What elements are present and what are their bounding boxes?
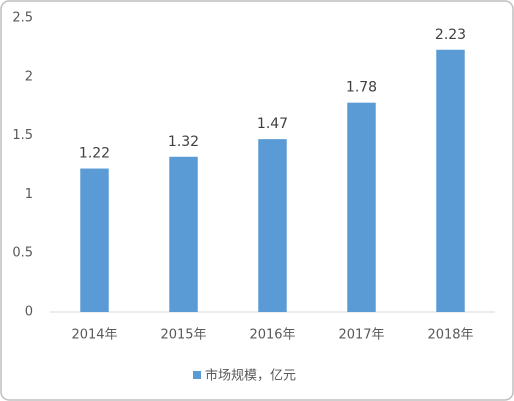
bar: [80, 168, 109, 312]
x-tick-label: 2017年: [338, 328, 384, 343]
y-tick-label: 2.5: [12, 11, 33, 26]
x-tick-label: 2016年: [249, 328, 295, 343]
data-label: 1.47: [257, 116, 288, 132]
bar: [436, 49, 465, 312]
y-tick-label: 0: [25, 305, 33, 320]
x-tick-label: 2015年: [160, 328, 206, 343]
y-tick-label: 1.5: [12, 128, 33, 143]
y-tick-label: 0.5: [12, 246, 33, 261]
x-tick-label: 2014年: [71, 328, 117, 343]
legend-swatch: [193, 371, 201, 379]
bar: [258, 139, 287, 312]
x-tick-label: 2018年: [427, 328, 473, 343]
data-label: 1.32: [168, 134, 199, 150]
data-label: 2.23: [435, 27, 466, 43]
bar: [169, 156, 198, 312]
data-label: 1.22: [79, 146, 110, 162]
y-tick-label: 1: [25, 187, 33, 202]
data-label: 1.78: [346, 80, 377, 96]
legend-label: 市场规模，亿元: [205, 368, 296, 384]
bar: [347, 102, 376, 312]
y-tick-label: 2: [25, 69, 33, 84]
